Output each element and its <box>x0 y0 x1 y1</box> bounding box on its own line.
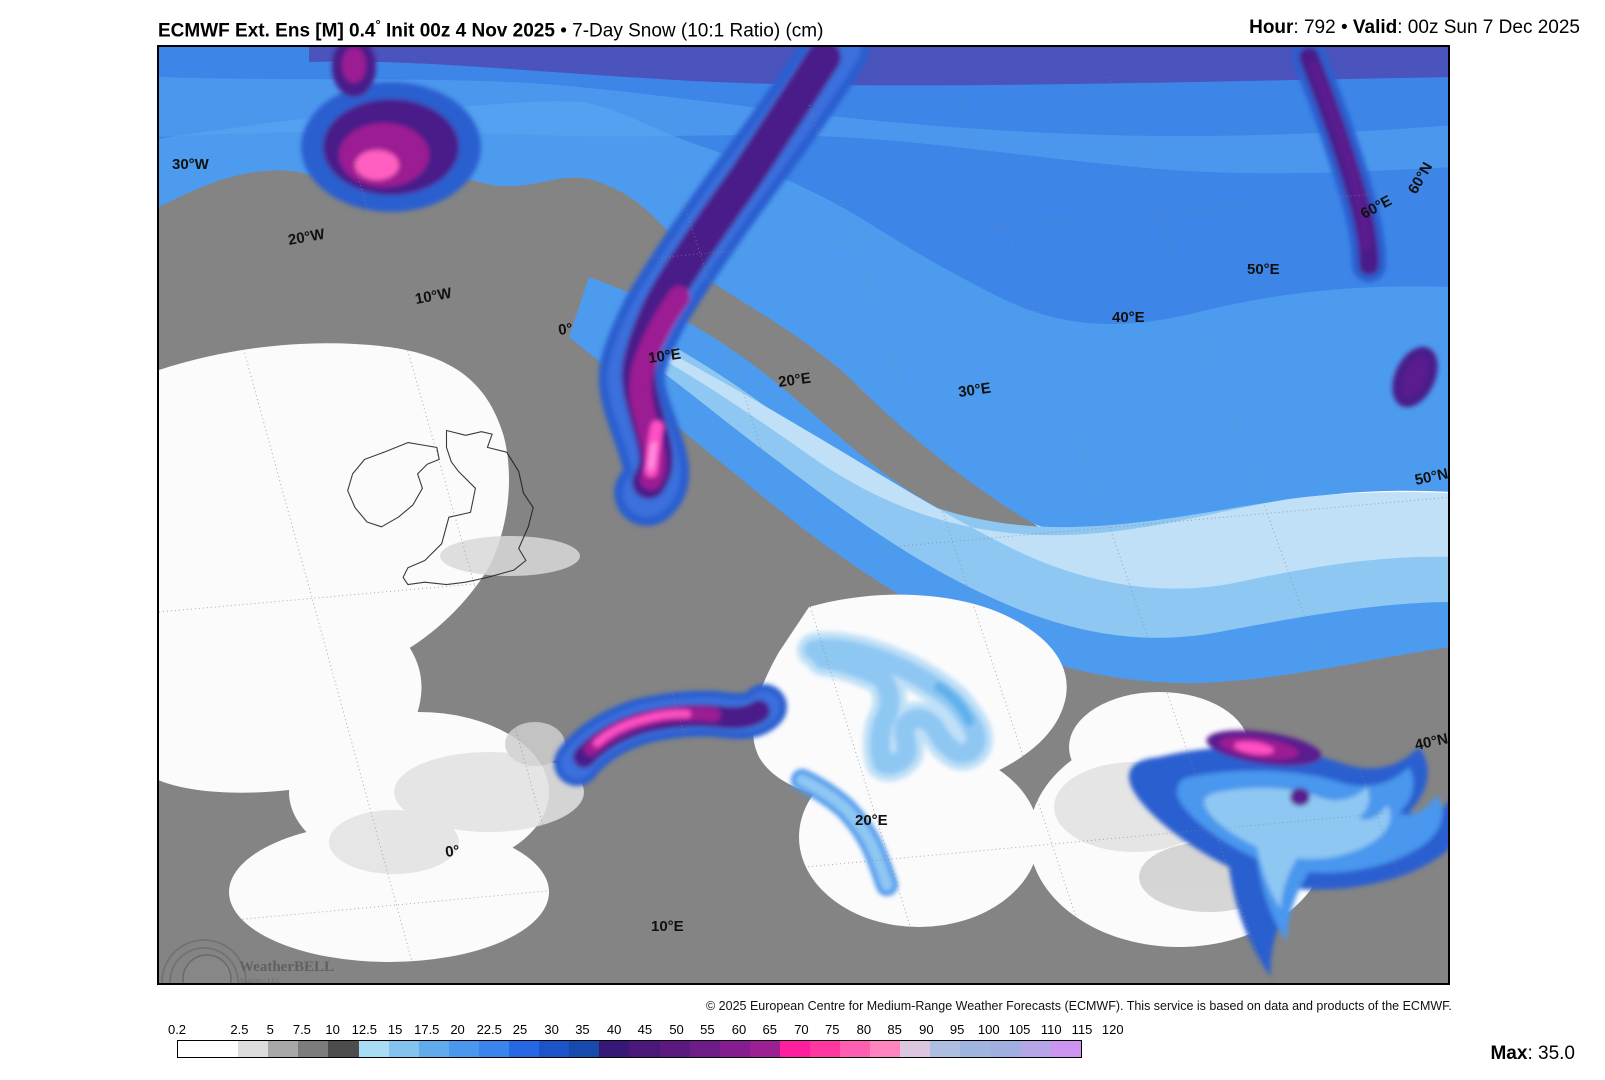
svg-text:50°E: 50°E <box>1247 261 1280 278</box>
svg-text:10°E: 10°E <box>651 918 684 935</box>
svg-text:0°: 0° <box>557 320 574 339</box>
svg-text:30°W: 30°W <box>172 156 210 173</box>
svg-text:WeatherBELL: WeatherBELL <box>239 959 334 975</box>
svg-text:Analytics LLC: Analytics LLC <box>239 977 281 985</box>
svg-text:0°: 0° <box>444 842 461 861</box>
svg-text:20°E: 20°E <box>855 812 888 829</box>
svg-text:40°E: 40°E <box>1112 309 1145 326</box>
